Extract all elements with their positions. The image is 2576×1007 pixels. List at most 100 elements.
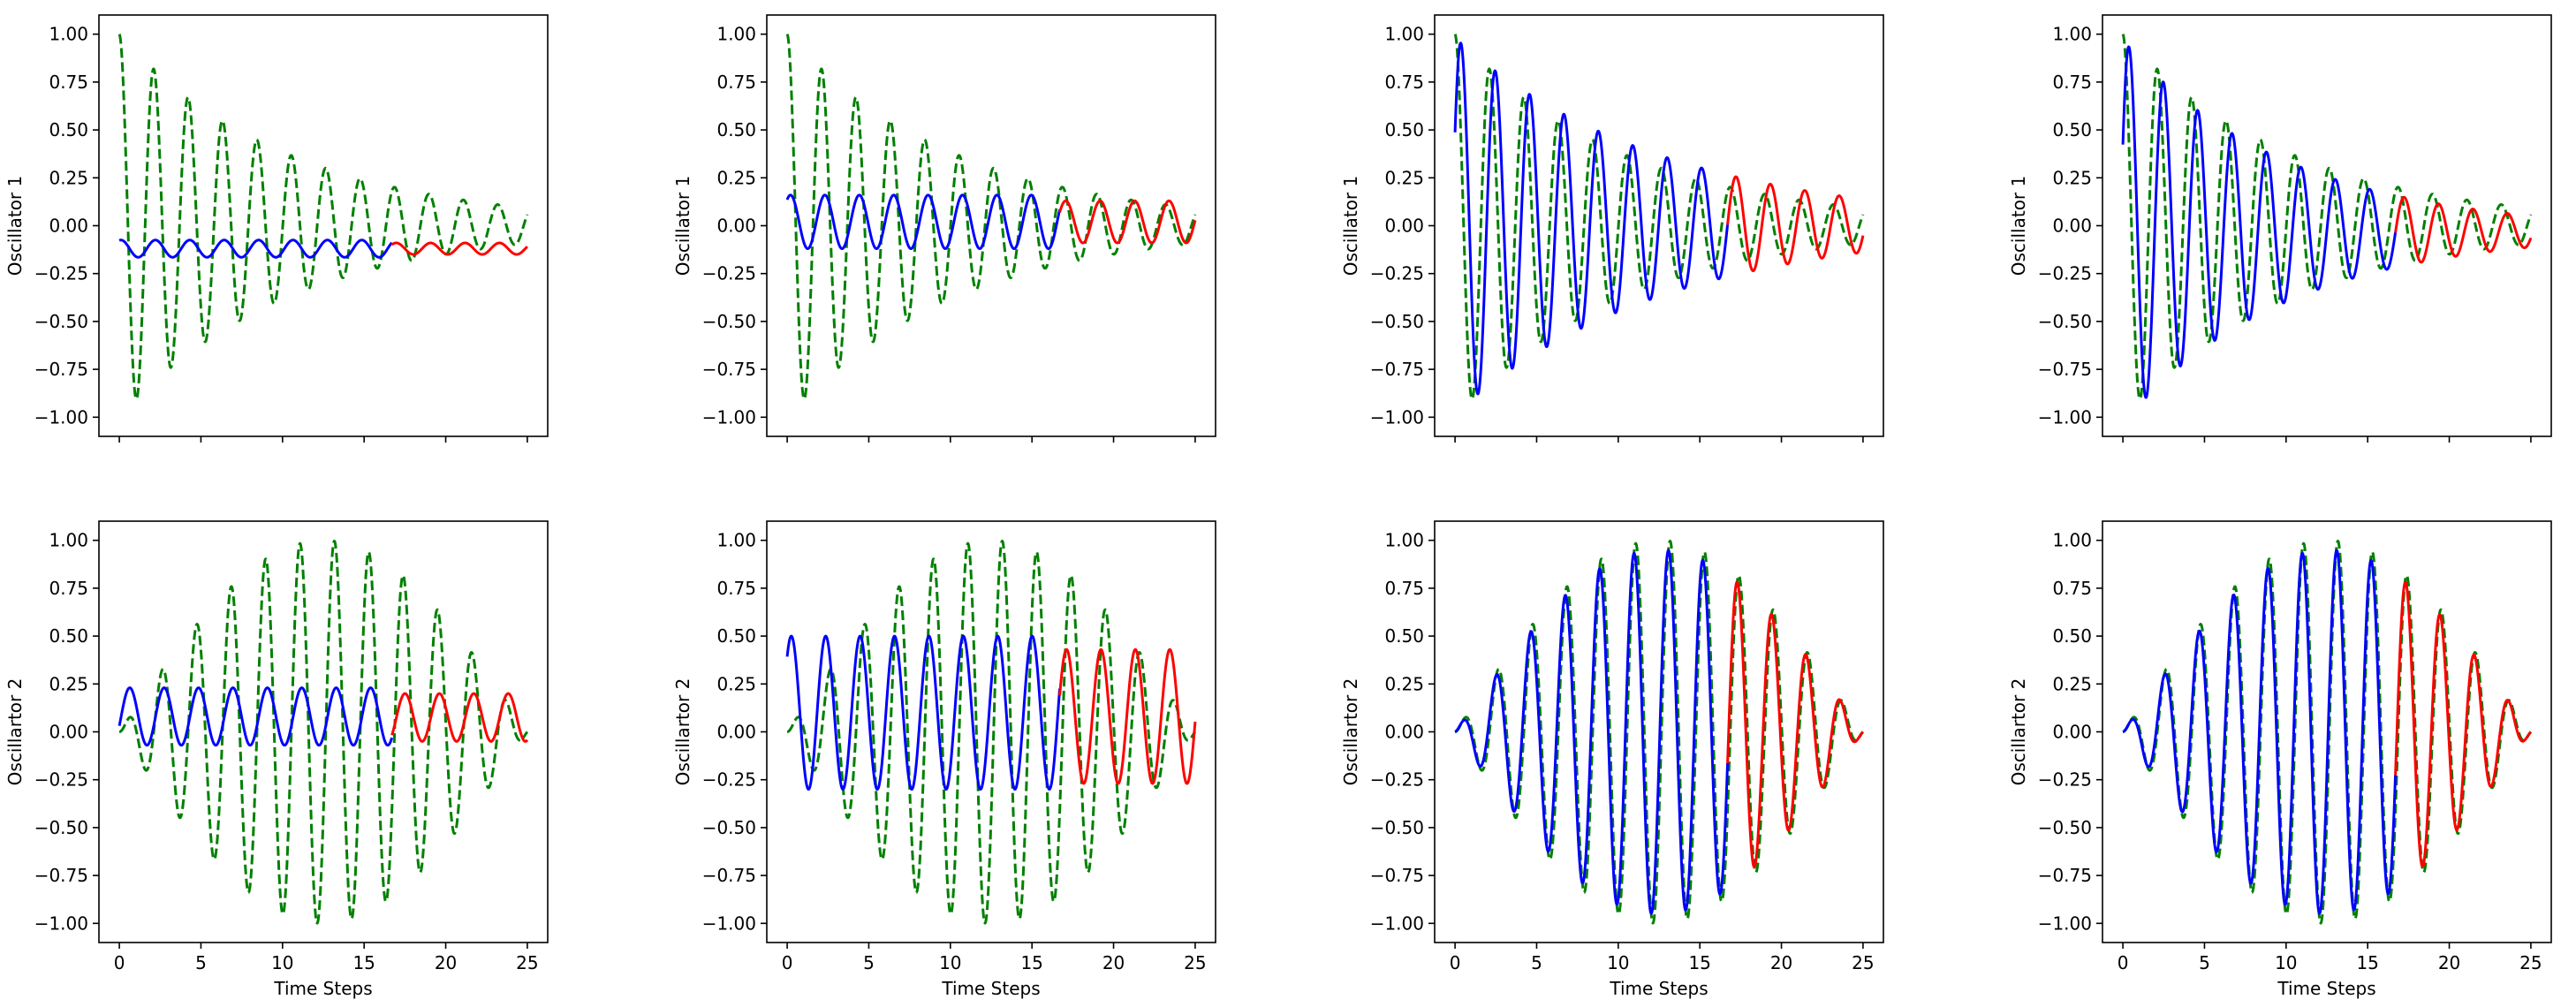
series-fit-line — [117, 686, 394, 747]
x-tick-label: 0 — [2118, 952, 2129, 973]
y-tick-label: 1.00 — [2052, 530, 2092, 551]
y-tick-label: 0.75 — [2052, 578, 2092, 599]
subplot-r2-c3: 1.00 0.75 0.50 0.25 0.00 −0.25 −0.50 −0.75 −1.00… — [1340, 520, 1884, 999]
y-tick-label: −0.50 — [702, 311, 756, 332]
y-tick-label: 0.00 — [2052, 216, 2092, 237]
y-tick-label: −0.75 — [2038, 359, 2092, 380]
subplot-r1-c1: 1.00 0.75 0.50 0.25 0.00 −0.25 −0.50 −0.75 −1.00… — [4, 14, 549, 443]
series-prediction-line — [1726, 580, 1864, 868]
subplot-r2-c4: 1.00 0.75 0.50 0.25 0.00 −0.25 −0.50 −0.75 −1.00… — [2008, 520, 2552, 999]
series-fit-line — [1454, 549, 1730, 915]
y-tick-label: 0.00 — [1384, 216, 1424, 237]
y-tick-label: 1.00 — [1384, 530, 1424, 551]
y-tick-label: 1.00 — [716, 530, 756, 551]
x-tick-label: 20 — [1770, 952, 1792, 973]
y-tick-label: 1.00 — [49, 24, 88, 45]
y-tick-label: −0.50 — [34, 817, 88, 838]
series-fit-line — [2122, 549, 2398, 915]
y-tick-label: −0.75 — [702, 359, 756, 380]
y-tick-label: 0.50 — [716, 119, 756, 140]
y-tick-label: 0.00 — [716, 722, 756, 743]
y-tick-label: 0.00 — [716, 216, 756, 237]
y-tick-label: 0.75 — [716, 72, 756, 93]
x-tick-label: 25 — [1852, 952, 1874, 973]
y-tick-label: 0.50 — [2052, 625, 2092, 647]
y-tick-label: −0.25 — [1370, 769, 1424, 791]
y-tick-label: −1.00 — [702, 912, 756, 934]
x-axis-label: Time Steps — [1609, 978, 1708, 999]
series-prediction-line — [1058, 199, 1197, 245]
x-tick-label: 5 — [2199, 952, 2210, 973]
series-prediction-line — [1726, 175, 1865, 273]
y-axis-label: Oscillartor 2 — [2008, 678, 2029, 786]
y-axis-label: Oscillartor 2 — [1340, 678, 1361, 786]
x-tick-label: 5 — [863, 952, 875, 973]
y-tick-label: 0.50 — [716, 625, 756, 647]
series-fit-line — [118, 238, 393, 259]
y-tick-label: −0.50 — [2038, 817, 2092, 838]
y-tick-label: 0.25 — [2052, 673, 2092, 694]
x-tick-label: 10 — [2275, 952, 2297, 973]
y-tick-label: 1.00 — [1384, 24, 1424, 45]
subplot-r1-c2: 1.00 0.75 0.50 0.25 0.00 −0.25 −0.50 −0.75 −1.00… — [672, 14, 1216, 443]
y-tick-label: 0.25 — [1384, 673, 1424, 694]
y-tick-label: 1.00 — [49, 530, 88, 551]
y-axis-label: Oscillator 1 — [1340, 176, 1361, 276]
series-ground-truth-line — [1454, 539, 1865, 925]
y-tick-label: −0.50 — [2038, 311, 2092, 332]
subplot-r1-c4: 1.00 0.75 0.50 0.25 0.00 −0.25 −0.50 −0.75 −1.00… — [2008, 14, 2552, 443]
x-axis-label: Time Steps — [273, 978, 372, 999]
x-tick-label: 5 — [195, 952, 207, 973]
series-ground-truth-line — [1453, 34, 1865, 401]
x-axis-label: Time Steps — [2277, 978, 2375, 999]
y-tick-label: −1.00 — [702, 406, 756, 428]
y-tick-label: 0.00 — [1384, 722, 1424, 743]
y-tick-label: 0.25 — [716, 673, 756, 694]
y-tick-label: 0.50 — [1384, 119, 1424, 140]
y-tick-label: 0.25 — [49, 673, 88, 694]
y-tick-label: 0.25 — [2052, 167, 2092, 188]
x-tick-label: 20 — [1102, 952, 1125, 973]
x-tick-label: 25 — [516, 952, 538, 973]
y-tick-label: 0.00 — [49, 216, 88, 237]
y-tick-label: 0.75 — [1384, 72, 1424, 93]
series-fit-line — [2121, 45, 2398, 399]
y-tick-label: 0.00 — [49, 722, 88, 743]
y-tick-label: 0.00 — [2052, 722, 2092, 743]
subplot-r2-c1: 1.00 0.75 0.50 0.25 0.00 −0.25 −0.50 −0.75 −1.00… — [4, 520, 549, 999]
y-tick-label: 0.75 — [2052, 72, 2092, 93]
y-tick-label: −1.00 — [1370, 912, 1424, 934]
axes-frame — [98, 14, 549, 437]
series-ground-truth-line — [118, 539, 529, 925]
y-tick-label: −0.50 — [1370, 311, 1424, 332]
y-axis-label: Oscillator 1 — [672, 176, 693, 276]
x-axis-label: Time Steps — [941, 978, 1040, 999]
y-tick-label: −0.25 — [2038, 263, 2092, 284]
x-tick-label: 10 — [271, 952, 293, 973]
series-prediction-line — [2394, 580, 2532, 868]
y-tick-label: −0.25 — [34, 263, 88, 284]
y-tick-label: 0.75 — [49, 578, 88, 599]
y-tick-label: −0.75 — [1370, 865, 1424, 886]
y-tick-label: −0.25 — [1370, 263, 1424, 284]
x-tick-label: 10 — [939, 952, 961, 973]
y-tick-label: −0.25 — [702, 769, 756, 791]
y-tick-label: 1.00 — [2052, 24, 2092, 45]
y-tick-label: −1.00 — [34, 406, 88, 428]
series-fit-line — [1453, 42, 1730, 396]
series-prediction-line — [1058, 647, 1197, 785]
series-ground-truth-line — [786, 539, 1197, 925]
y-tick-label: −0.50 — [702, 817, 756, 838]
y-axis-label: Oscillator 1 — [2008, 176, 2029, 276]
x-tick-label: 15 — [352, 952, 375, 973]
x-tick-label: 25 — [2519, 952, 2542, 973]
series-fit-line — [785, 634, 1062, 791]
x-tick-label: 25 — [1184, 952, 1206, 973]
series-prediction-line — [390, 692, 529, 743]
y-tick-label: −0.75 — [2038, 865, 2092, 886]
x-tick-label: 10 — [1607, 952, 1629, 973]
y-tick-label: −0.75 — [34, 359, 88, 380]
y-tick-label: −0.50 — [34, 311, 88, 332]
x-tick-label: 20 — [2438, 952, 2460, 973]
